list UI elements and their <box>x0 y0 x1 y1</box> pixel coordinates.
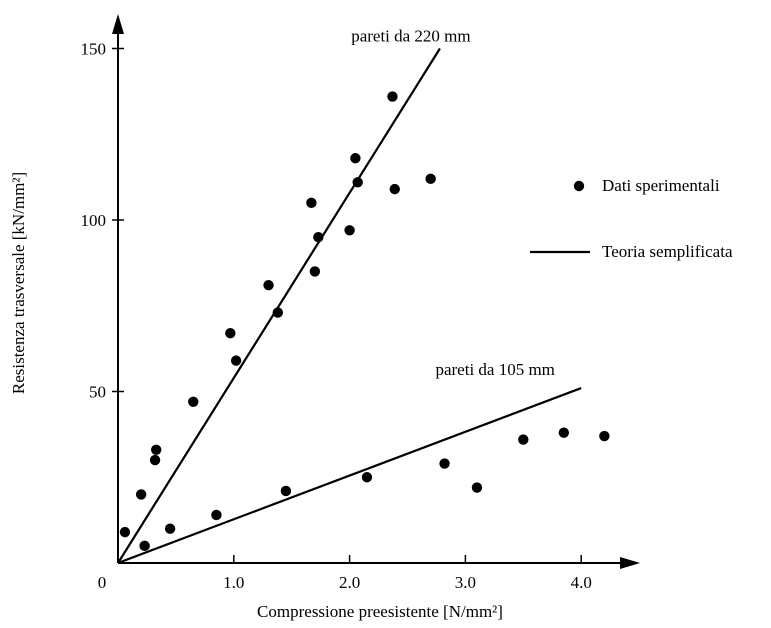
data-point <box>344 225 355 236</box>
y-axis-label: Resistenza trasversale [kN/mm²] <box>9 172 28 394</box>
data-point <box>164 523 176 534</box>
data-point <box>225 327 236 339</box>
data-point <box>518 434 529 445</box>
data-point <box>306 197 317 209</box>
x-tick-label: 3.0 <box>455 573 476 592</box>
theory-line-105mm <box>117 387 582 565</box>
data-point <box>350 153 361 164</box>
data-point <box>387 91 398 102</box>
data-point <box>188 396 199 407</box>
line-annotation: pareti da 105 mm <box>435 360 554 379</box>
legend-label-line: Teoria semplificata <box>602 242 733 261</box>
x-axis-label: Compressione preesistente [N/mm²] <box>257 602 503 621</box>
x-tick-label: 0 <box>98 573 107 592</box>
data-point <box>263 279 274 291</box>
data-point <box>309 266 321 277</box>
x-tick-label: 2.0 <box>339 573 360 592</box>
y-tick-label: 50 <box>89 383 106 402</box>
legend-marker-scatter <box>573 180 585 192</box>
data-point <box>471 482 483 493</box>
data-point <box>352 177 363 188</box>
data-point <box>599 430 610 442</box>
data-point <box>389 183 400 195</box>
data-point <box>149 454 161 466</box>
data-point <box>558 427 570 438</box>
y-tick-label: 150 <box>81 40 107 59</box>
data-point <box>119 526 131 538</box>
data-point <box>151 444 162 456</box>
x-tick-label: 1.0 <box>223 573 244 592</box>
data-point <box>361 472 373 483</box>
legend-label-scatter: Dati sperimentali <box>602 176 720 195</box>
ticks: 0 1.0 2.0 3.0 4.0 50 100 150 <box>81 40 592 593</box>
x-tick-label: 4.0 <box>571 573 592 592</box>
theory-lines: pareti da 220 mm pareti da 105 mm <box>117 27 582 565</box>
line-annotation: pareti da 220 mm <box>351 27 470 46</box>
data-point <box>313 231 324 243</box>
legend: Dati sperimentali Teoria semplificata <box>530 176 733 261</box>
data-point <box>272 307 284 318</box>
data-point <box>439 458 450 469</box>
data-points <box>119 91 610 552</box>
data-point <box>280 485 292 497</box>
theory-line-220mm <box>117 47 441 564</box>
data-point <box>139 540 150 552</box>
data-point <box>211 509 222 521</box>
axes <box>112 14 640 569</box>
data-point <box>135 489 147 500</box>
data-point <box>425 173 436 185</box>
y-tick-label: 100 <box>81 211 107 230</box>
y-axis-arrow <box>112 14 124 34</box>
data-point <box>230 355 242 366</box>
x-axis-arrow <box>620 557 640 569</box>
